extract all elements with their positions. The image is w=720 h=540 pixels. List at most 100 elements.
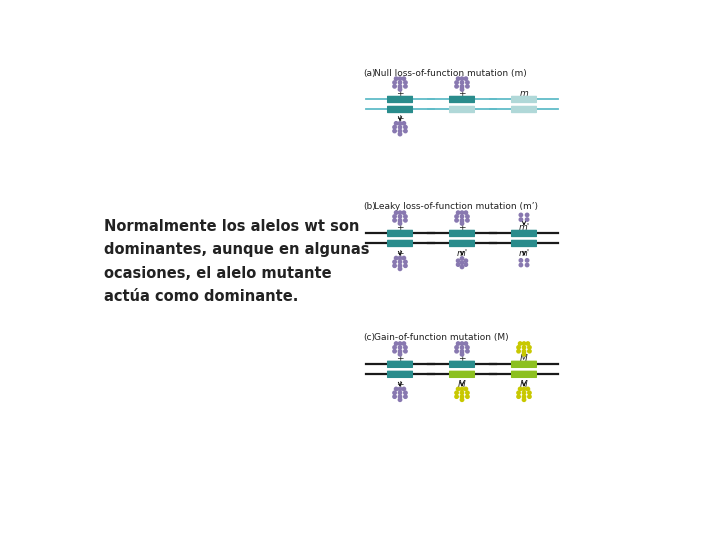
FancyBboxPatch shape bbox=[449, 106, 475, 113]
Circle shape bbox=[460, 77, 464, 80]
Circle shape bbox=[393, 129, 396, 133]
Text: Gain-of-function mutation (M): Gain-of-function mutation (M) bbox=[374, 333, 509, 342]
Circle shape bbox=[460, 215, 464, 218]
Circle shape bbox=[456, 387, 460, 390]
FancyBboxPatch shape bbox=[511, 370, 537, 378]
Circle shape bbox=[517, 395, 521, 399]
FancyBboxPatch shape bbox=[511, 230, 537, 237]
FancyBboxPatch shape bbox=[449, 96, 475, 103]
Circle shape bbox=[460, 265, 464, 268]
Circle shape bbox=[395, 342, 398, 345]
FancyBboxPatch shape bbox=[511, 106, 537, 113]
Text: m: m bbox=[458, 106, 467, 114]
Circle shape bbox=[398, 77, 402, 80]
Circle shape bbox=[518, 387, 522, 390]
Circle shape bbox=[526, 218, 528, 221]
Circle shape bbox=[522, 391, 526, 395]
Circle shape bbox=[402, 211, 405, 214]
Text: M: M bbox=[520, 370, 528, 380]
Circle shape bbox=[522, 342, 526, 345]
Circle shape bbox=[398, 219, 402, 222]
Text: (c): (c) bbox=[363, 333, 375, 342]
Circle shape bbox=[456, 263, 460, 266]
Circle shape bbox=[398, 342, 402, 345]
Circle shape bbox=[398, 85, 402, 88]
Circle shape bbox=[402, 387, 405, 390]
Circle shape bbox=[528, 395, 531, 399]
Circle shape bbox=[526, 264, 528, 267]
Circle shape bbox=[522, 395, 526, 399]
Text: m': m' bbox=[518, 223, 530, 232]
Circle shape bbox=[404, 260, 407, 264]
Circle shape bbox=[398, 391, 402, 395]
FancyBboxPatch shape bbox=[387, 230, 413, 237]
Circle shape bbox=[398, 395, 402, 399]
Circle shape bbox=[526, 259, 528, 262]
Circle shape bbox=[395, 122, 398, 125]
Circle shape bbox=[455, 349, 458, 353]
Circle shape bbox=[528, 391, 531, 395]
Circle shape bbox=[460, 353, 464, 356]
Circle shape bbox=[398, 122, 402, 125]
Circle shape bbox=[526, 342, 530, 345]
Circle shape bbox=[528, 349, 531, 353]
Circle shape bbox=[398, 87, 402, 91]
Circle shape bbox=[398, 215, 402, 218]
FancyBboxPatch shape bbox=[387, 106, 413, 113]
FancyBboxPatch shape bbox=[387, 370, 413, 378]
Circle shape bbox=[455, 395, 458, 399]
Circle shape bbox=[395, 256, 398, 260]
Circle shape bbox=[456, 342, 460, 345]
FancyBboxPatch shape bbox=[449, 370, 475, 378]
Circle shape bbox=[398, 260, 402, 264]
Circle shape bbox=[455, 215, 458, 218]
Circle shape bbox=[460, 342, 464, 345]
Circle shape bbox=[404, 129, 407, 133]
Circle shape bbox=[460, 87, 464, 91]
Text: Null loss-of-function mutation (m): Null loss-of-function mutation (m) bbox=[374, 70, 527, 78]
Text: M: M bbox=[458, 370, 466, 380]
Circle shape bbox=[455, 85, 458, 88]
Circle shape bbox=[519, 259, 523, 262]
FancyBboxPatch shape bbox=[449, 230, 475, 237]
Circle shape bbox=[522, 353, 526, 356]
Text: +: + bbox=[396, 249, 404, 258]
Circle shape bbox=[460, 81, 464, 84]
Circle shape bbox=[517, 391, 521, 395]
Circle shape bbox=[395, 77, 398, 80]
Circle shape bbox=[466, 219, 469, 222]
Circle shape bbox=[393, 85, 396, 88]
Circle shape bbox=[404, 125, 407, 129]
Circle shape bbox=[398, 346, 402, 349]
Text: m': m' bbox=[518, 240, 530, 249]
FancyBboxPatch shape bbox=[387, 96, 413, 103]
Circle shape bbox=[395, 387, 398, 390]
Circle shape bbox=[519, 213, 523, 217]
Text: M: M bbox=[458, 380, 466, 389]
Circle shape bbox=[466, 215, 469, 218]
Circle shape bbox=[393, 260, 396, 264]
Circle shape bbox=[522, 387, 526, 390]
Circle shape bbox=[398, 398, 402, 401]
Text: +: + bbox=[396, 240, 404, 249]
Circle shape bbox=[460, 261, 464, 265]
Circle shape bbox=[395, 211, 398, 214]
Circle shape bbox=[398, 81, 402, 84]
Circle shape bbox=[460, 219, 464, 222]
Circle shape bbox=[404, 85, 407, 88]
Circle shape bbox=[460, 391, 464, 395]
Circle shape bbox=[456, 211, 460, 214]
Text: m: m bbox=[520, 89, 528, 98]
Text: +: + bbox=[396, 380, 404, 389]
Circle shape bbox=[464, 259, 467, 262]
Circle shape bbox=[464, 77, 467, 80]
Text: (a): (a) bbox=[363, 70, 375, 78]
Circle shape bbox=[404, 346, 407, 349]
Circle shape bbox=[519, 264, 523, 267]
Circle shape bbox=[402, 122, 405, 125]
FancyBboxPatch shape bbox=[387, 361, 413, 368]
Circle shape bbox=[393, 219, 396, 222]
Circle shape bbox=[398, 129, 402, 133]
Circle shape bbox=[398, 132, 402, 136]
Circle shape bbox=[460, 349, 464, 353]
